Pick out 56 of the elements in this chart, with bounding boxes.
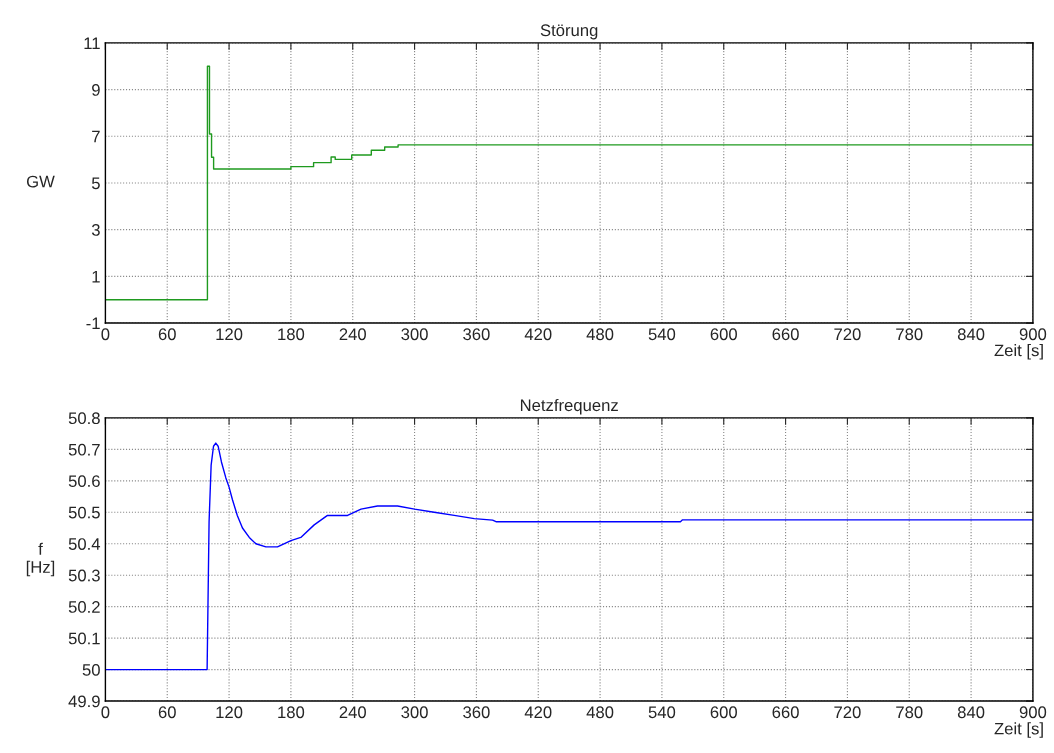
x-tick-label: 480 (586, 328, 614, 341)
x-axis-title: Zeit [s] (994, 344, 1043, 360)
y-tick-label: 50.1 (68, 632, 100, 645)
y-tick-label: -1 (86, 317, 100, 330)
x-tick-label: 120 (216, 328, 243, 341)
y-tick-label: 50.6 (68, 475, 100, 488)
x-tick-label: 540 (648, 706, 676, 719)
x-tick-label: 600 (710, 328, 737, 341)
x-tick-label: 900 (1019, 328, 1047, 341)
x-tick-label: 900 (1019, 706, 1047, 719)
x-tick-label: 240 (339, 328, 366, 341)
x-tick-label: 540 (648, 328, 676, 341)
y-tick-label: 50.7 (68, 443, 100, 456)
x-tick-label: 600 (710, 706, 737, 719)
x-tick-label: 480 (586, 706, 614, 719)
chart-title: Störung (540, 24, 598, 40)
y-tick-label: 50.4 (68, 538, 101, 550)
x-tick-label: 780 (896, 706, 923, 719)
y-tick-label: 50.2 (68, 601, 100, 613)
x-tick-label: 300 (401, 328, 428, 341)
y-tick-label: 50.8 (68, 412, 100, 425)
x-tick-label: 840 (957, 328, 985, 341)
x-axis-title: Zeit [s] (994, 722, 1043, 738)
x-tick-label: 720 (834, 706, 861, 719)
x-tick-label: 420 (524, 328, 552, 341)
x-tick-label: 180 (278, 706, 305, 719)
y-tick-label: 9 (92, 84, 100, 96)
x-tick-label: 660 (772, 328, 799, 341)
y-tick-label: 1 (92, 270, 100, 283)
y-axis-title: GW (26, 175, 55, 188)
y-tick-label: 50.5 (68, 506, 100, 519)
x-tick-label: 300 (401, 706, 428, 719)
y-tick-label: 3 (91, 224, 100, 236)
y-tick-label: 49.9 (68, 695, 100, 708)
y-tick-label: 50.3 (68, 569, 100, 582)
chart-title: Netzfrequenz (520, 398, 618, 415)
line-series (105, 442, 1033, 671)
x-tick-label: 360 (463, 328, 490, 341)
x-tick-label: 360 (463, 706, 490, 719)
x-tick-label: 0 (101, 706, 110, 719)
x-tick-label: 60 (158, 328, 176, 341)
x-tick-label: 240 (339, 706, 366, 719)
x-tick-label: 120 (216, 706, 243, 719)
x-tick-label: 840 (957, 706, 985, 719)
y-tick-label: 5 (91, 177, 100, 190)
x-tick-label: 180 (278, 328, 305, 341)
y-axis-title: f [Hz] (26, 542, 55, 577)
x-tick-label: 720 (834, 328, 861, 341)
x-tick-label: 0 (101, 328, 110, 341)
y-tick-label: 7 (92, 130, 100, 143)
x-tick-label: 660 (772, 706, 799, 719)
x-tick-label: 60 (158, 706, 176, 719)
y-tick-label: 11 (84, 37, 100, 49)
x-tick-label: 420 (524, 706, 552, 719)
x-tick-label: 780 (896, 328, 923, 341)
y-tick-label: 50 (82, 663, 100, 676)
